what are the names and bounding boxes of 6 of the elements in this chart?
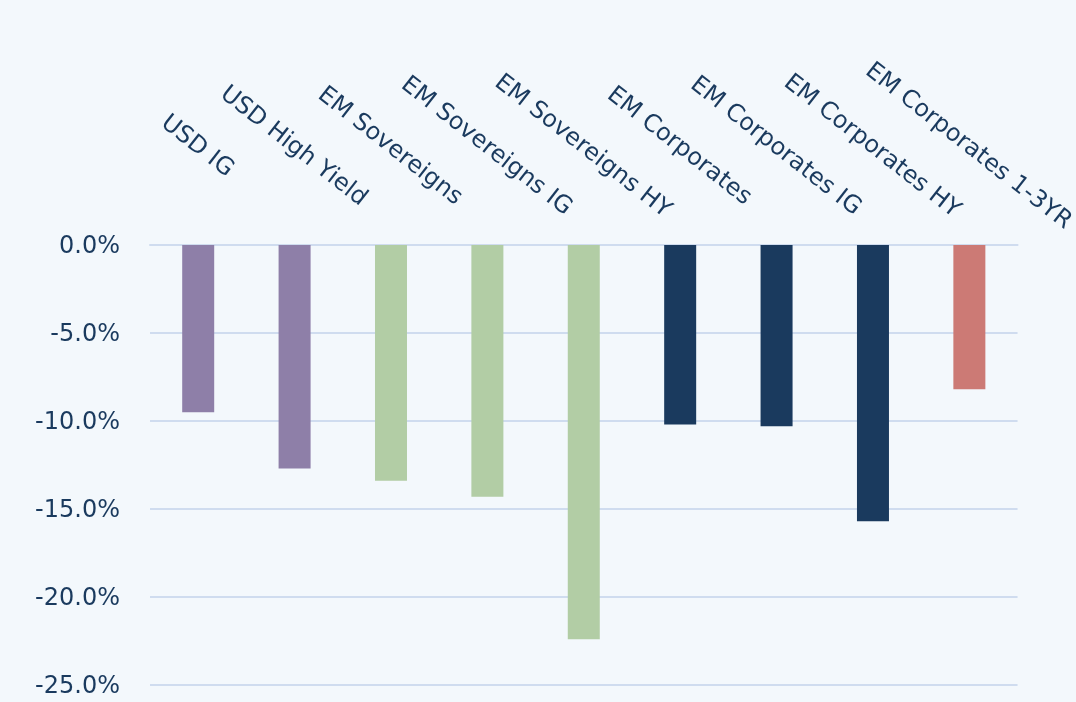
y-tick-label: -20.0% <box>35 583 120 611</box>
y-tick-label: -10.0% <box>35 407 120 435</box>
y-tick-label: 0.0% <box>59 231 120 259</box>
y-tick-label: -5.0% <box>50 319 120 347</box>
y-tick-label: -25.0% <box>35 671 120 699</box>
y-tick-label: -15.0% <box>35 495 120 523</box>
